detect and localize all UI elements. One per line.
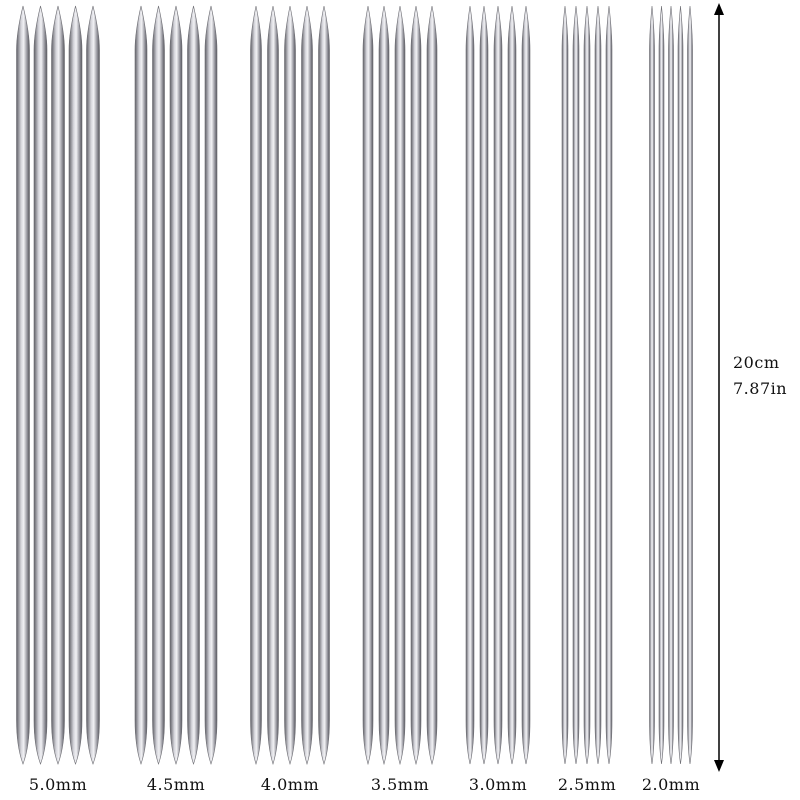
needle [362, 5, 374, 766]
arrow-up-icon [714, 3, 724, 15]
needle [493, 5, 503, 765]
length-metric-label: 20cm [733, 353, 780, 372]
needle [86, 5, 100, 765]
needle-set-5-0mm [16, 5, 100, 765]
needle [521, 5, 531, 765]
size-label: 3.5mm [370, 775, 430, 794]
needle [394, 5, 406, 766]
size-label: 4.5mm [146, 775, 206, 794]
needle [465, 5, 475, 765]
needle-set-3-0mm [465, 5, 531, 765]
needle [572, 5, 580, 765]
needle-set-3-5mm [362, 5, 438, 766]
needle-set-2-0mm [649, 5, 693, 765]
length-imperial-label: 7.87in [733, 379, 788, 398]
needle [687, 5, 693, 765]
needle [479, 5, 489, 765]
needle [68, 5, 83, 765]
needle [410, 5, 422, 766]
needle [378, 5, 390, 766]
needle [169, 5, 183, 765]
needle [507, 5, 517, 765]
needle [187, 5, 200, 765]
needle [583, 5, 591, 765]
needle-set-4-5mm [134, 5, 218, 765]
needle [594, 5, 602, 765]
arrow-down-icon [714, 760, 724, 772]
needle [301, 5, 313, 766]
size-label: 5.0mm [28, 775, 88, 794]
needle [426, 5, 438, 766]
needle-set-4-0mm [250, 5, 330, 766]
needle [561, 5, 569, 765]
needle [605, 5, 613, 765]
size-label: 2.0mm [641, 775, 701, 794]
length-dimension-arrow [714, 3, 724, 772]
size-label: 2.5mm [557, 775, 617, 794]
needle [284, 5, 296, 766]
needle-set-2-5mm [561, 5, 613, 765]
needle [51, 5, 65, 765]
needle [677, 5, 684, 765]
needle [204, 5, 218, 765]
needle [152, 5, 165, 765]
needle [267, 5, 279, 766]
needle [668, 5, 674, 765]
needle [649, 5, 655, 765]
size-label: 3.0mm [468, 775, 528, 794]
needle [134, 5, 148, 765]
needle [318, 5, 330, 766]
size-label: 4.0mm [260, 775, 320, 794]
needle [33, 5, 48, 765]
needle [658, 5, 665, 765]
needle [250, 5, 262, 766]
needle [16, 5, 30, 765]
